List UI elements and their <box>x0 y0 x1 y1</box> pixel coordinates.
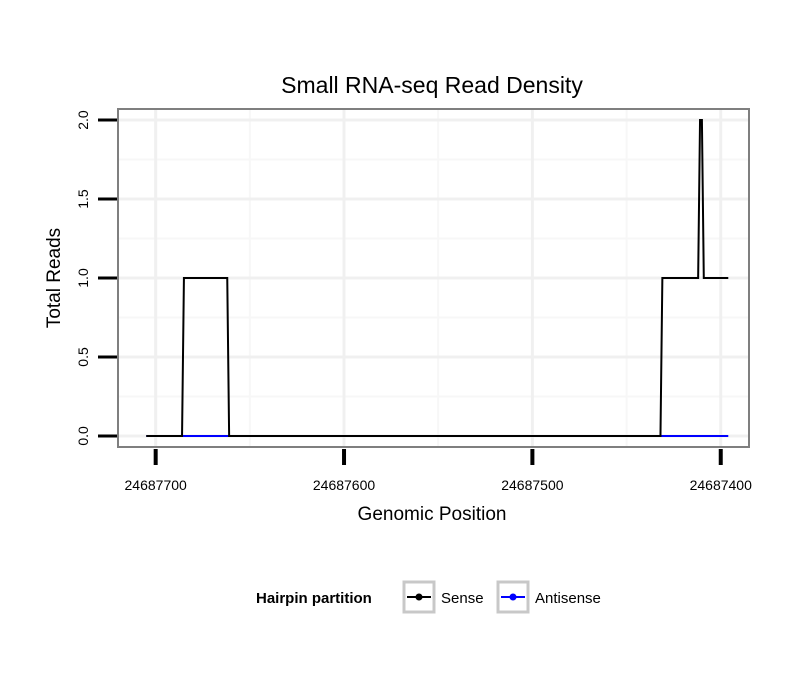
series-layer <box>146 119 729 437</box>
y-tick-label: 1.0 <box>75 268 91 288</box>
x-tick-label: 24687500 <box>501 477 564 493</box>
x-tick-label: 24687400 <box>690 477 753 493</box>
y-tick-label: 0.0 <box>75 426 91 446</box>
y-tick-label: 2.0 <box>75 110 91 130</box>
x-axis: 24687700 24687600 24687500 24687400 <box>125 449 753 493</box>
x-tick-label: 24687600 <box>313 477 376 493</box>
x-tick-label: 24687700 <box>125 477 188 493</box>
legend-key-point <box>509 593 517 601</box>
legend-key-point <box>415 593 423 601</box>
y-axis-title: Total Reads <box>44 228 65 328</box>
legend-title: Hairpin partition <box>256 590 372 607</box>
y-axis: 0.0 0.5 1.0 1.5 2.0 <box>75 110 117 446</box>
y-tick-label: 0.5 <box>75 347 91 367</box>
series-line-sense <box>146 119 729 437</box>
y-tick-label: 1.5 <box>75 189 91 209</box>
legend-label-sense: Sense <box>441 590 484 607</box>
legend-label-antisense: Antisense <box>535 590 601 607</box>
x-axis-title: Genomic Position <box>358 504 507 525</box>
plot-border <box>117 108 750 448</box>
legend: Hairpin partition Sense Antisense <box>256 580 601 614</box>
chart-title: Small RNA-seq Read Density <box>281 72 583 98</box>
